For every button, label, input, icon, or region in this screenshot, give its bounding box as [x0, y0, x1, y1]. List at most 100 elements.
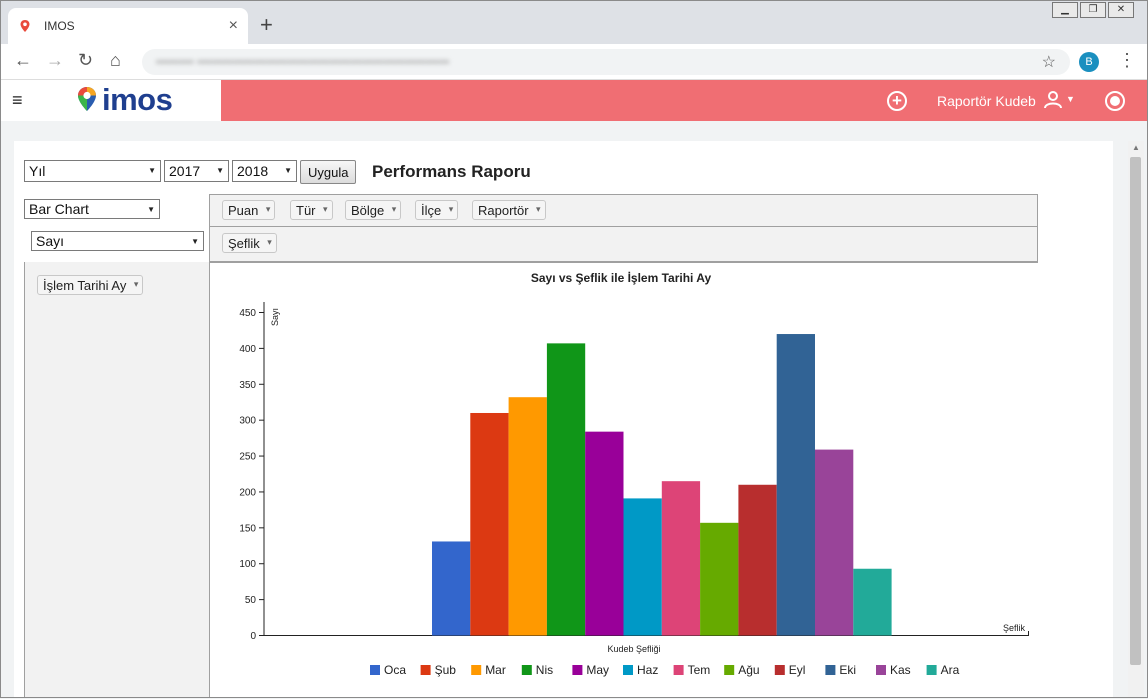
- y-tick-label: 350: [239, 380, 256, 391]
- y-tick-label: 300: [239, 416, 256, 427]
- bookmark-star-icon[interactable]: ☆: [1041, 54, 1056, 71]
- bar-2[interactable]: [470, 412, 509, 636]
- back-icon[interactable]: ←: [14, 50, 32, 70]
- pivot-field-bolge[interactable]: Bölge: [345, 200, 402, 220]
- bar-12[interactable]: [853, 568, 892, 636]
- forward-icon[interactable]: →: [46, 50, 64, 70]
- chart-svg: Sayı vs Şeflik ile İşlem Tarihi Ay Sayı …: [239, 270, 1029, 677]
- legend-label[interactable]: Şub: [435, 663, 457, 677]
- pivot-divider-horizontal: [24, 262, 1038, 263]
- pivot-divider: [210, 226, 1037, 227]
- year-to-select[interactable]: 2018: [232, 160, 297, 182]
- legend-swatch: [623, 665, 633, 675]
- pivot-row-area: İşlem Tarihi Ay: [24, 262, 210, 698]
- app-header: ≡ imos + Raportör Kudeb ▼: [0, 80, 1148, 121]
- chart-type-select[interactable]: Bar Chart: [24, 199, 160, 219]
- x-axis-label: Kudeb Şefliği: [607, 644, 660, 654]
- legend-label[interactable]: Haz: [637, 663, 658, 677]
- pivot-column-area: Puan Tür Bölge İlçe Raportör Şeflik: [209, 194, 1038, 262]
- bar-4[interactable]: [546, 343, 586, 636]
- hamburger-menu-icon[interactable]: ≡: [12, 90, 23, 110]
- legend-swatch: [724, 665, 735, 675]
- map-pin-icon: [18, 19, 32, 33]
- bar-9[interactable]: [738, 484, 777, 636]
- legend-swatch: [825, 665, 836, 675]
- scrollbar[interactable]: ▲: [1128, 141, 1144, 698]
- address-bar[interactable]: ••••••••• ••••••••••••••••••••••••••••••…: [142, 49, 1070, 75]
- add-circle-icon[interactable]: +: [887, 91, 907, 111]
- url-text: ••••••••• ••••••••••••••••••••••••••••••…: [156, 55, 450, 69]
- window-controls: ▁ ❐ ✕: [1050, 2, 1134, 18]
- record-icon[interactable]: [1105, 91, 1125, 111]
- new-tab-icon[interactable]: +: [260, 12, 273, 37]
- legend-label[interactable]: Ağu: [738, 663, 759, 677]
- y-tick-label: 100: [239, 559, 256, 570]
- pivot-field-islem-tarihi-ay[interactable]: İşlem Tarihi Ay: [37, 275, 144, 295]
- apply-button[interactable]: Uygula: [300, 160, 357, 184]
- legend-swatch: [572, 665, 583, 675]
- minimize-icon[interactable]: ▁: [1052, 2, 1078, 18]
- pivot-field-tur[interactable]: Tür: [290, 200, 333, 220]
- legend-label[interactable]: Kas: [890, 663, 911, 677]
- close-window-icon[interactable]: ✕: [1108, 2, 1134, 18]
- legend-swatch: [471, 665, 482, 675]
- restore-icon[interactable]: ❐: [1080, 2, 1106, 18]
- measure-select[interactable]: Sayı: [31, 231, 204, 251]
- bar-8[interactable]: [700, 522, 739, 636]
- browser-tabstrip: IMOS × + ▁ ❐ ✕: [0, 0, 1148, 44]
- y-tick-label: 250: [239, 452, 256, 463]
- bar-5[interactable]: [585, 431, 624, 636]
- logo-pin-icon: [76, 86, 98, 112]
- pivot-field-ilce[interactable]: İlçe: [415, 200, 459, 220]
- legend-label[interactable]: May: [586, 663, 609, 677]
- legend-label[interactable]: Eyl: [789, 663, 806, 677]
- user-icon[interactable]: [1043, 90, 1063, 110]
- pivot-field-puan[interactable]: Puan: [222, 200, 276, 220]
- legend-swatch: [370, 665, 380, 675]
- legend-swatch: [876, 665, 886, 675]
- page-title: Performans Raporu: [372, 162, 531, 181]
- browser-toolbar: ← → ↻ ⌂ ••••••••• ••••••••••••••••••••••…: [0, 44, 1148, 80]
- close-icon[interactable]: ×: [228, 17, 238, 34]
- pivot-field-raportor[interactable]: Raportör: [472, 200, 546, 220]
- tab-title: IMOS: [44, 19, 75, 33]
- legend-label[interactable]: Mar: [485, 663, 506, 677]
- legend-label[interactable]: Tem: [688, 663, 711, 677]
- legend-swatch: [926, 665, 937, 675]
- bar-3[interactable]: [508, 397, 547, 636]
- browser-menu-icon[interactable]: ⋮: [1118, 50, 1136, 70]
- bar-1[interactable]: [432, 541, 471, 636]
- bar-6[interactable]: [623, 498, 662, 636]
- chevron-down-icon[interactable]: ▼: [1066, 94, 1075, 104]
- bar-10[interactable]: [776, 334, 815, 636]
- scrollbar-thumb[interactable]: [1130, 157, 1141, 665]
- bar-11[interactable]: [815, 449, 854, 636]
- logo-area: ≡ imos: [0, 80, 221, 121]
- pivot-field-seflik[interactable]: Şeflik: [222, 233, 277, 253]
- y-axis-label: Sayı: [270, 308, 280, 326]
- legend-swatch: [420, 665, 431, 675]
- y-tick-label: 450: [239, 308, 256, 319]
- period-select[interactable]: Yıl: [24, 160, 161, 182]
- reload-icon[interactable]: ↻: [78, 50, 94, 70]
- report-page: Yıl 2017 2018 Uygula Performans Raporu B…: [14, 141, 1113, 698]
- browser-tab[interactable]: IMOS ×: [8, 8, 248, 44]
- legend-label[interactable]: Oca: [384, 663, 406, 677]
- legend-label[interactable]: Ara: [941, 663, 960, 677]
- legend-swatch: [673, 665, 684, 675]
- home-icon[interactable]: ⌂: [110, 50, 121, 70]
- header-bar: + Raportör Kudeb ▼: [221, 80, 1148, 121]
- y-tick-label: 50: [245, 595, 257, 606]
- y-tick-label: 150: [239, 523, 256, 534]
- y-ticks: 0 50 100 150 200 250 300 350 400 450: [239, 308, 264, 642]
- y-tick-label: 200: [239, 487, 256, 498]
- logo-text: imos: [102, 82, 173, 117]
- profile-avatar[interactable]: B: [1079, 52, 1099, 72]
- legend-label[interactable]: Eki: [839, 663, 856, 677]
- y-tick-label: 0: [250, 631, 256, 642]
- bar-7[interactable]: [661, 481, 701, 636]
- year-from-select[interactable]: 2017: [164, 160, 229, 182]
- scroll-up-icon[interactable]: ▲: [1132, 143, 1140, 152]
- legend-label[interactable]: Nis: [536, 663, 553, 677]
- user-name[interactable]: Raportör Kudeb: [937, 93, 1036, 109]
